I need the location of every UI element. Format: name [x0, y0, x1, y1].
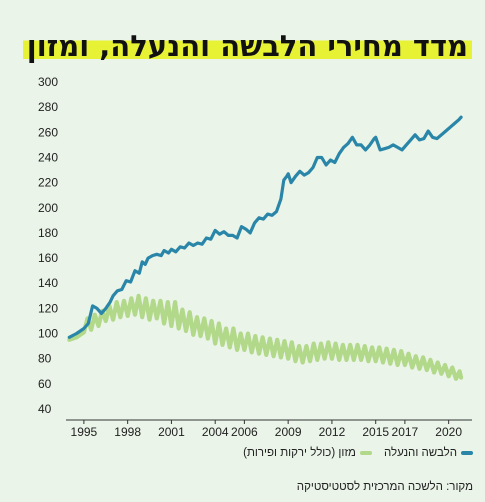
chart-title: מדד מחירי הלבשה והנעלה, ומזון: [22, 29, 472, 63]
x-tick-label-1995: 1995: [71, 425, 98, 439]
x-tick-label-2009: 2009: [275, 425, 302, 439]
x-tick-label-2004: 2004: [202, 425, 229, 439]
y-tick-label-240: 240: [38, 150, 58, 164]
y-tick-label-140: 140: [38, 276, 58, 290]
legend-label-food: מזון (כולל ירקות ופירות): [243, 447, 356, 459]
x-tick-label-2015: 2015: [362, 425, 389, 439]
y-tick-label-300: 300: [38, 75, 58, 89]
x-tick-label-2012: 2012: [319, 425, 346, 439]
legend-item-food: מזון (כולל ירקות ופירות): [243, 447, 372, 459]
x-tick-label-2006: 2006: [231, 425, 258, 439]
y-tick-label-200: 200: [38, 201, 58, 215]
y-tick-label-80: 80: [38, 352, 52, 366]
x-tick-label-2020: 2020: [435, 425, 462, 439]
y-tick-label-40: 40: [38, 402, 52, 416]
x-tick-label-2017: 2017: [392, 425, 419, 439]
y-tick-label-260: 260: [38, 125, 58, 139]
y-tick-label-180: 180: [38, 226, 58, 240]
series-line-food: [67, 293, 464, 381]
y-tick-label-220: 220: [38, 176, 58, 190]
legend-item-clothing: הלבשה והנעלה: [384, 447, 473, 459]
series-line-clothing: [67, 115, 463, 339]
line-chart: 40 60 80 100 120 140 160 180 200 220 240 260 280 300 1…: [38, 75, 472, 439]
legend-swatch-food: [359, 451, 372, 455]
y-tick-label-60: 60: [38, 377, 52, 391]
legend-label-clothing: הלבשה והנעלה: [383, 447, 457, 459]
y-tick-label-160: 160: [38, 251, 58, 265]
legend: הלבשה והנעלה מזון (כולל ירקות ופירות): [243, 447, 473, 459]
chart-title-wrap: מדד מחירי הלבשה והנעלה, ומזון: [13, 25, 472, 67]
x-tick-label-1998: 1998: [114, 425, 141, 439]
x-tick-label-2001: 2001: [158, 425, 185, 439]
y-tick-label-100: 100: [38, 327, 58, 341]
source-note: מקור: הלשכה המרכזית לסטטיסטיקה: [296, 481, 473, 493]
y-tick-label-120: 120: [38, 301, 58, 315]
y-tick-label-280: 280: [38, 100, 58, 114]
legend-swatch-clothing: [461, 451, 473, 455]
